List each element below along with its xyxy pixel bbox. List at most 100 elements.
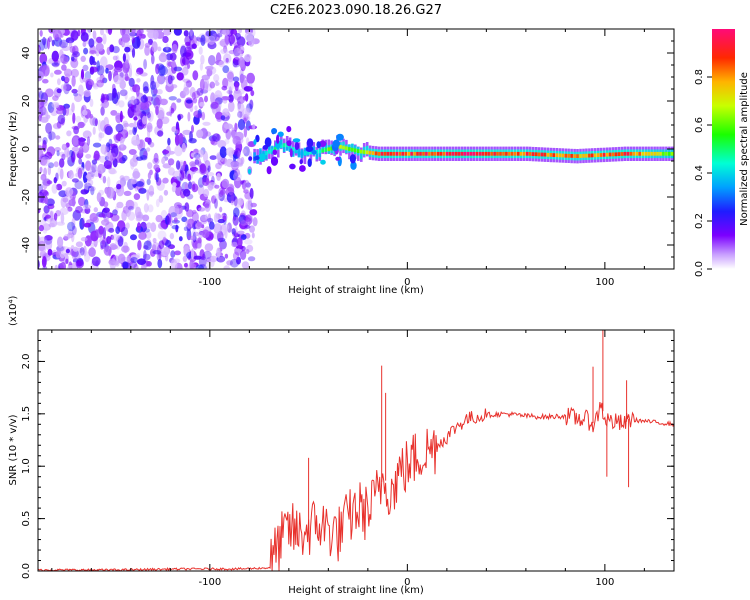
- noise-speckle: [183, 30, 189, 37]
- noise-speckle: [216, 33, 223, 38]
- track-core: [386, 151, 390, 156]
- noise-speckle: [151, 41, 158, 53]
- noise-speckle: [53, 212, 58, 221]
- top-x-ticks: -100 0 100: [51, 29, 645, 288]
- noise-speckle: [198, 256, 207, 267]
- noise-speckle: [90, 186, 95, 196]
- track-core: [493, 151, 496, 156]
- track-mid: [365, 145, 369, 155]
- noise-speckle: [133, 98, 140, 106]
- noise-speckle: [247, 256, 256, 262]
- track-blob: [299, 165, 306, 172]
- track-core: [448, 151, 452, 156]
- track-core: [288, 145, 292, 149]
- noise-speckle: [127, 103, 134, 109]
- noise-speckle: [77, 84, 84, 97]
- track-core: [454, 151, 458, 156]
- noise-speckle: [247, 196, 252, 205]
- noise-speckle: [187, 62, 190, 69]
- noise-speckle: [149, 141, 155, 148]
- noise-speckle: [103, 245, 112, 256]
- noise-speckle: [98, 213, 106, 218]
- noise-speckle: [135, 85, 140, 97]
- noise-speckle: [220, 189, 226, 196]
- track-blob: [320, 159, 326, 165]
- noise-speckle: [123, 175, 130, 181]
- noise-speckle: [60, 55, 69, 65]
- noise-speckle: [75, 241, 83, 248]
- track-core: [514, 151, 517, 156]
- track-core: [496, 151, 499, 156]
- noise-speckle: [209, 65, 214, 71]
- noise-speckle: [234, 176, 242, 189]
- track-core: [614, 152, 618, 157]
- noise-speckle: [89, 55, 94, 66]
- track-mid: [291, 148, 295, 157]
- noise-speckle: [234, 82, 239, 92]
- noise-speckle: [108, 70, 112, 82]
- noise-speckle: [162, 236, 167, 244]
- noise-speckle: [247, 35, 255, 47]
- noise-speckle: [142, 253, 151, 261]
- track-core: [605, 152, 609, 157]
- noise-speckle: [65, 258, 69, 264]
- noise-speckle: [54, 264, 58, 269]
- noise-speckle: [143, 86, 149, 94]
- noise-speckle: [52, 29, 62, 41]
- noise-speckle: [124, 46, 131, 53]
- noise-speckle: [80, 69, 85, 80]
- noise-speckle: [72, 246, 79, 252]
- noise-speckle: [146, 122, 153, 133]
- colorbar-gradient: [712, 29, 735, 269]
- noise-speckle: [252, 217, 258, 227]
- track-blob: [247, 168, 252, 175]
- noise-speckle: [140, 155, 148, 161]
- noise-speckle: [56, 245, 64, 252]
- noise-speckle: [194, 105, 198, 111]
- track-blob: [254, 155, 260, 161]
- noise-speckle: [113, 67, 123, 73]
- noise-speckle: [240, 234, 247, 240]
- noise-speckle: [146, 147, 151, 152]
- noise-speckle: [42, 78, 49, 84]
- noise-speckle: [191, 124, 194, 133]
- noise-speckle: [183, 226, 189, 232]
- noise-speckle: [63, 234, 71, 240]
- track-blob: [270, 156, 279, 166]
- noise-speckle: [209, 255, 218, 263]
- track-core: [484, 151, 487, 156]
- noise-speckle: [38, 134, 42, 143]
- noise-speckle: [197, 237, 202, 245]
- track-blob: [276, 134, 280, 144]
- noise-speckle: [119, 175, 125, 181]
- track-mid: [268, 144, 271, 154]
- noise-speckle: [125, 59, 129, 69]
- track-core: [540, 152, 544, 157]
- noise-speckle: [41, 65, 50, 77]
- noise-speckle: [100, 240, 107, 249]
- noise-speckle: [186, 219, 195, 225]
- noise-speckle: [152, 29, 159, 40]
- noise-speckle: [183, 262, 188, 268]
- track-core: [611, 152, 615, 157]
- noise-speckle: [180, 45, 187, 58]
- noise-speckle: [45, 122, 52, 134]
- noise-speckle: [185, 41, 191, 47]
- noise-speckle: [147, 162, 153, 170]
- noise-speckle: [110, 214, 120, 222]
- noise-speckle: [45, 198, 55, 206]
- noise-speckle: [144, 231, 152, 239]
- noise-speckle: [203, 150, 208, 163]
- noise-speckle: [92, 83, 99, 90]
- noise-speckle: [134, 186, 139, 192]
- noise-speckle: [167, 74, 173, 85]
- noise-speckle: [189, 29, 193, 37]
- noise-speckle: [71, 88, 78, 94]
- track-core: [422, 151, 425, 156]
- noise-speckle: [100, 29, 104, 36]
- noise-speckle: [217, 218, 225, 224]
- track-core: [371, 151, 375, 155]
- y-tick-label: 20: [21, 95, 32, 108]
- track-core: [546, 152, 550, 157]
- track-core: [357, 149, 360, 153]
